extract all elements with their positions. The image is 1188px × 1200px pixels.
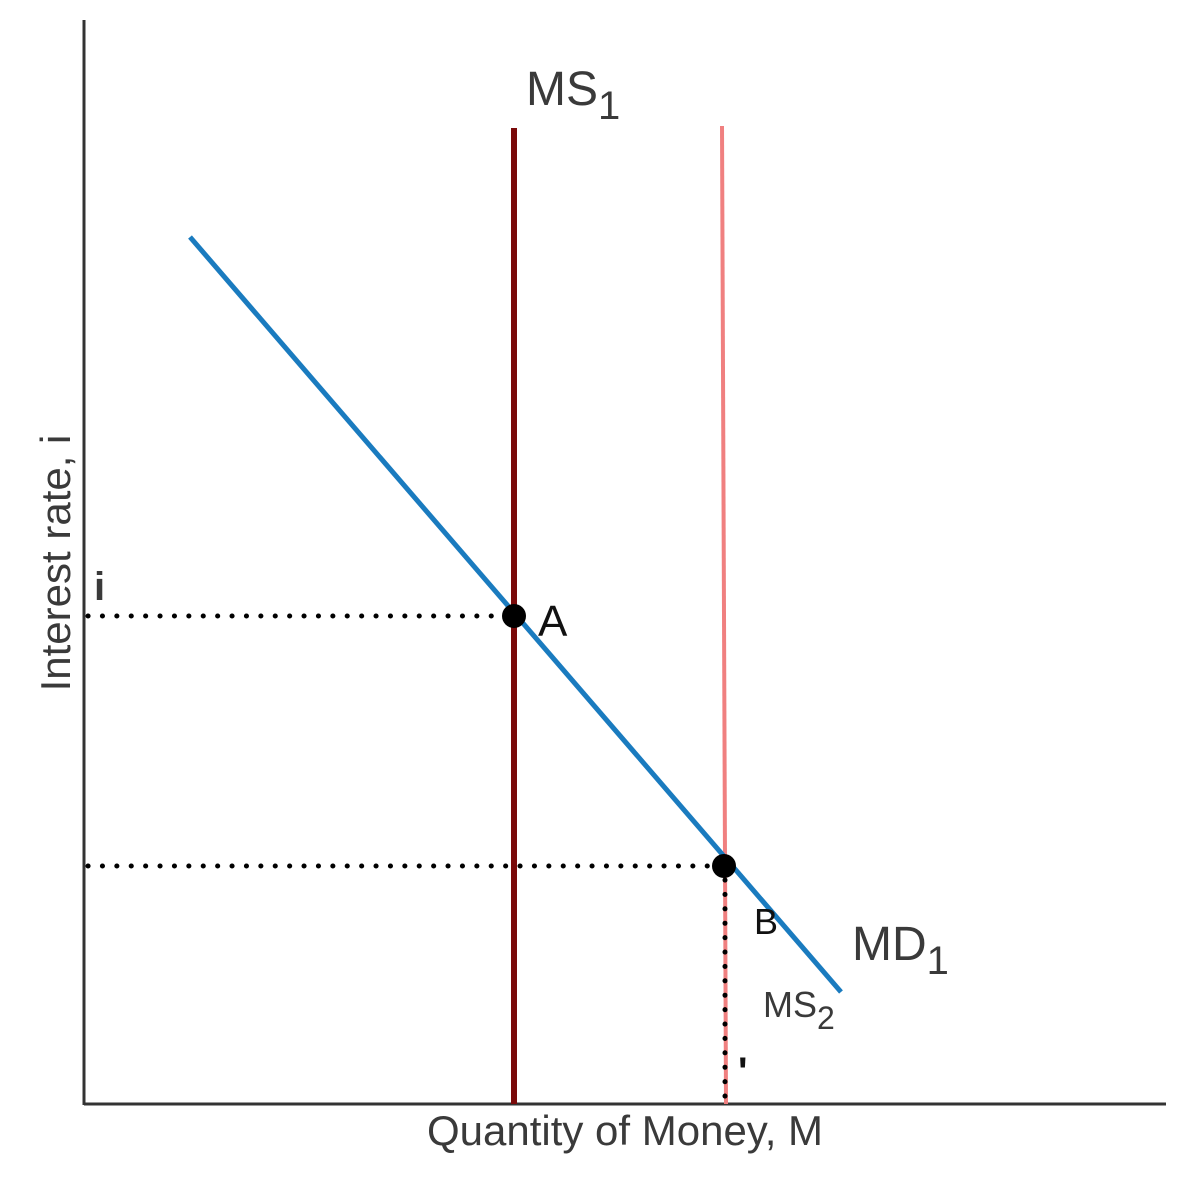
- ms2-label: MS2: [763, 984, 835, 1036]
- point-b-marker: [712, 854, 736, 878]
- point-a-label: A: [538, 597, 568, 646]
- y-tick-label-i: i: [94, 565, 105, 609]
- y-axis-label: Interest rate, i: [32, 435, 79, 692]
- point-b-label: B: [754, 901, 778, 942]
- ms2-curve: [720, 125, 728, 1105]
- stray-mark: ': [738, 1050, 748, 1094]
- point-a-marker: [502, 604, 526, 628]
- x-axis-label: Quantity of Money, M: [427, 1107, 823, 1154]
- ms1-label: MS1: [526, 63, 620, 128]
- md1-label: MD1: [852, 918, 949, 983]
